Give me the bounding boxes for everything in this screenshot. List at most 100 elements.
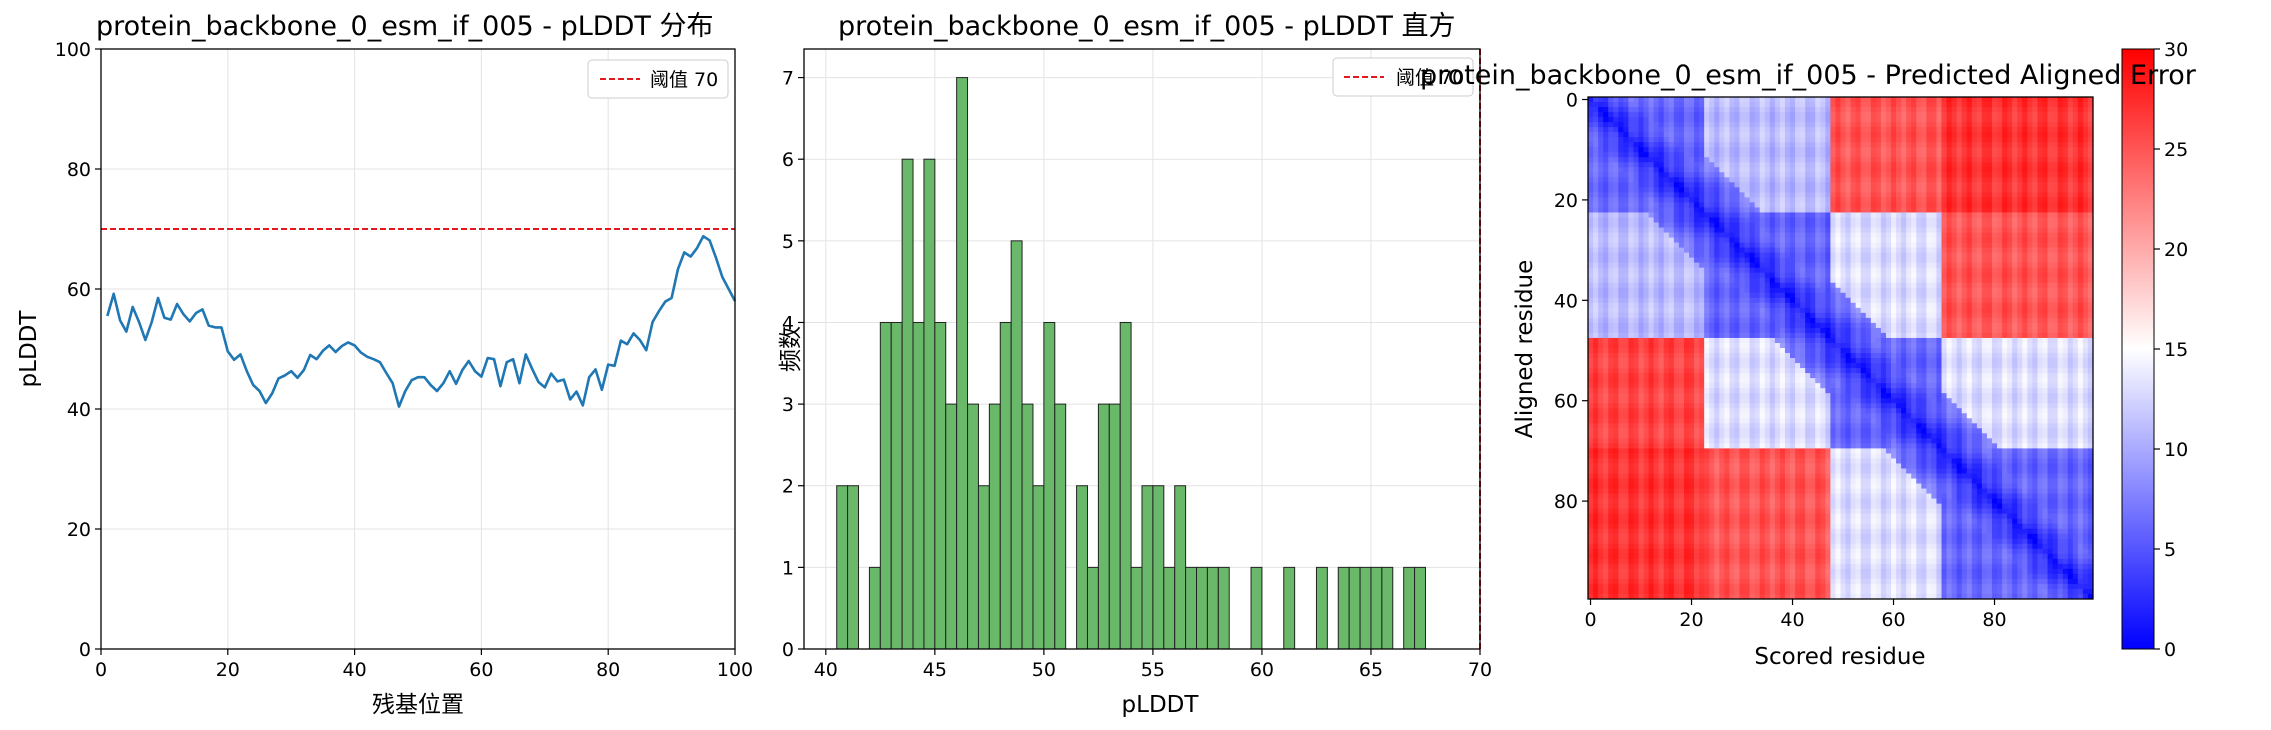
pae-cell	[1875, 172, 1882, 178]
pae-cell	[1638, 217, 1644, 223]
pae-cell	[2062, 222, 2069, 228]
pae-cell	[2007, 307, 2013, 314]
pae-cell	[1729, 117, 1735, 123]
pae-cell	[1976, 207, 1983, 213]
pae-cell	[1633, 187, 1639, 193]
pae-cell	[1633, 102, 1639, 108]
pae-cell	[1966, 242, 1973, 248]
pae-cell	[1678, 302, 1685, 309]
pae-cell	[1820, 317, 1826, 324]
pae-cell	[1971, 247, 1978, 254]
pae-cell	[2032, 147, 2038, 153]
line-point	[709, 240, 710, 241]
pae-cell	[1623, 197, 1629, 203]
pae-cell	[2017, 302, 2023, 309]
pae-cell	[1901, 312, 1907, 319]
pae-cell	[1976, 202, 1983, 208]
pae-cell	[1800, 272, 1806, 279]
pae-cell	[1694, 242, 1700, 248]
pae-cell	[1648, 332, 1655, 339]
pae-cell	[2082, 107, 2089, 113]
pae-cell	[1734, 267, 1740, 274]
pae-cell	[2022, 132, 2028, 138]
pae-cell	[1779, 227, 1786, 233]
pae-cell	[1779, 142, 1786, 148]
pae-cell	[1613, 112, 1619, 118]
pae-cell	[1981, 297, 1988, 304]
pae-cell	[1880, 187, 1887, 193]
pae-cell	[1966, 122, 1973, 128]
pae-cell	[1633, 282, 1639, 289]
pae-cell	[1779, 242, 1786, 248]
pae-cell	[1992, 152, 1998, 158]
pae-cell	[2052, 157, 2059, 163]
pae-cell	[1820, 247, 1826, 254]
pae-cell	[2017, 117, 2023, 123]
pae-cell	[1986, 97, 1993, 103]
pae-cell	[1855, 187, 1862, 193]
pae-cell	[2067, 287, 2074, 294]
pae-cell	[1976, 127, 1983, 133]
pae-cell	[1865, 197, 1872, 203]
pae-cell	[1870, 222, 1877, 228]
pae-cell	[1946, 272, 1952, 279]
pae-cell	[1603, 297, 1609, 304]
pae-cell	[2067, 327, 2074, 334]
pae-cell	[1704, 162, 1710, 168]
pae-cell	[2017, 192, 2023, 198]
pae-cell	[1971, 327, 1978, 334]
pae-cell	[1598, 197, 1604, 203]
pae-cell	[1951, 302, 1958, 309]
pae-cell	[1628, 237, 1634, 243]
pae-cell	[1724, 292, 1730, 299]
pae-cell	[1658, 132, 1665, 138]
pae-cell	[2087, 187, 2094, 193]
pae-cell	[1976, 167, 1983, 173]
pae-cell	[1880, 232, 1887, 238]
pae-cell	[1709, 252, 1715, 259]
pae-cell	[1870, 187, 1877, 193]
pae-cell	[1628, 187, 1634, 193]
pae-cell	[1593, 287, 1599, 294]
pae-cell	[2087, 202, 2094, 208]
pae-cell	[2077, 142, 2084, 148]
pae-cell	[1850, 162, 1857, 168]
pae-cell	[2062, 242, 2069, 248]
pae-cell	[1810, 177, 1816, 183]
pae-cell	[1588, 297, 1594, 304]
pae-cell	[1613, 327, 1619, 334]
pae-cell	[1638, 157, 1644, 163]
pae-cell	[1603, 212, 1609, 218]
line-point	[119, 320, 120, 321]
pae-cell	[1835, 227, 1841, 233]
pae-cell	[1800, 252, 1806, 259]
pae-cell	[1668, 137, 1675, 143]
pae-cell	[1875, 162, 1882, 168]
pae-cell	[1830, 322, 1836, 329]
pae-cell	[1719, 107, 1725, 113]
pae-cell	[1997, 157, 2003, 163]
pae-cell	[2087, 217, 2094, 223]
pae-cell	[1694, 182, 1700, 188]
pae-cell	[1714, 157, 1720, 163]
pae-cell	[2007, 257, 2013, 264]
pae-cell	[1633, 287, 1639, 294]
pae-cell	[1729, 207, 1735, 213]
pae-cell	[2012, 182, 2018, 188]
pae-cell	[1870, 227, 1877, 233]
pae-cell	[1653, 317, 1660, 324]
pae-cell	[1921, 227, 1927, 233]
pae-cell	[2032, 212, 2038, 218]
pae-cell	[1981, 322, 1988, 329]
pae-cell	[1618, 277, 1624, 284]
pae-cell	[1709, 132, 1715, 138]
pae-cell	[2012, 157, 2018, 163]
pae-cell	[1774, 307, 1781, 314]
pae-cell	[2057, 232, 2064, 238]
pae-cell	[1784, 257, 1791, 264]
pae-cell	[2067, 292, 2074, 299]
pae-cell	[1956, 172, 1963, 178]
pae-cell	[1638, 207, 1644, 213]
pae-cell	[1810, 182, 1816, 188]
pae-cell	[2007, 112, 2013, 118]
